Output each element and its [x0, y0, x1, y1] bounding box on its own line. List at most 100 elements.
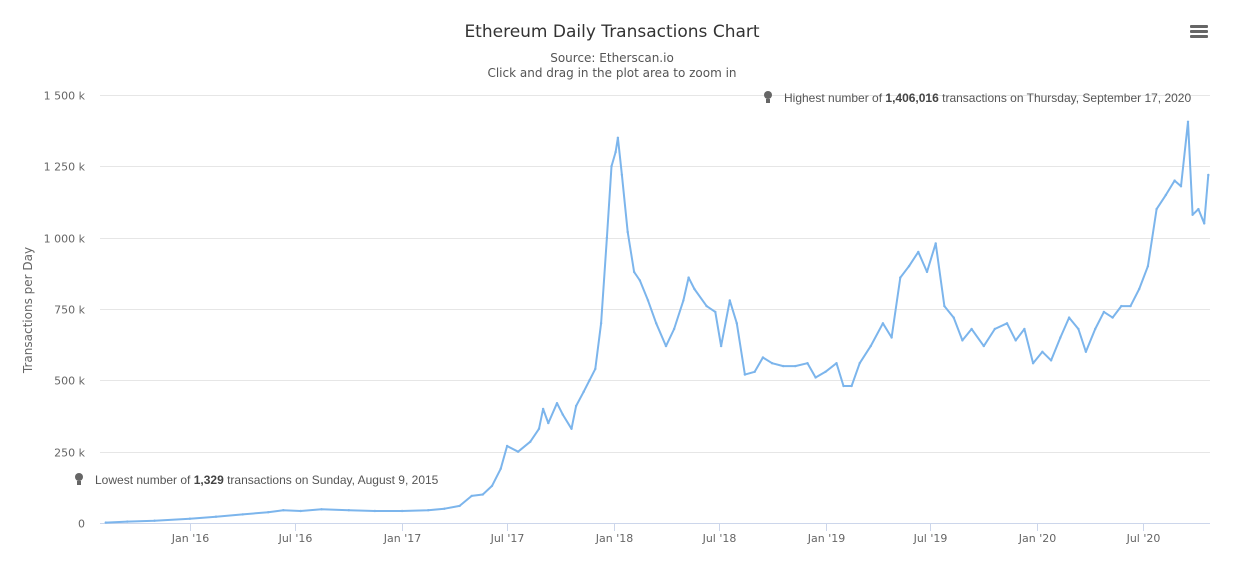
data-point	[614, 150, 617, 154]
data-point	[1067, 316, 1071, 319]
chart-subtitle: Source: Etherscan.io	[550, 51, 674, 65]
data-point	[561, 413, 564, 416]
y-axis-ticks: 0 250 k 500 k 750 k 1 000 k 1 250 k 1 500 k	[44, 90, 86, 531]
min-annotation-text: Lowest number of 1,329 transactions on S…	[95, 473, 439, 487]
data-point	[869, 344, 872, 348]
data-point	[858, 362, 861, 365]
data-point	[770, 362, 774, 365]
data-point	[541, 407, 545, 411]
x-tick-label: Jul '16	[278, 532, 313, 545]
data-point	[1138, 287, 1141, 291]
data-point	[638, 279, 642, 282]
hamburger-menu-icon	[1190, 25, 1208, 38]
data-point	[443, 507, 446, 510]
data-point	[620, 173, 624, 177]
data-point	[267, 511, 270, 514]
data-point	[753, 370, 756, 373]
data-point	[1155, 207, 1158, 211]
data-point	[961, 339, 964, 342]
data-point	[794, 364, 797, 368]
data-point	[952, 316, 955, 319]
data-point	[761, 356, 765, 359]
data-point	[814, 376, 817, 379]
data-point	[714, 310, 717, 314]
data-point	[1111, 316, 1114, 319]
y-axis-title: Transactions per Day	[21, 247, 35, 374]
x-tick-label: Jul '20	[1126, 532, 1161, 545]
data-point	[899, 276, 902, 279]
data-point	[934, 242, 937, 245]
y-tick-label: 750 k	[54, 304, 85, 317]
data-point	[537, 427, 541, 430]
data-point	[1173, 179, 1176, 182]
x-tick-label: Jul '17	[490, 532, 525, 545]
data-point	[693, 287, 696, 291]
data-point	[470, 494, 473, 498]
data-point	[1014, 339, 1017, 342]
data-point	[982, 344, 985, 348]
data-point	[605, 236, 609, 239]
x-tick-label: Jul '18	[702, 532, 737, 545]
data-point	[400, 509, 404, 513]
data-point	[516, 450, 520, 453]
context-menu-button[interactable]	[1184, 20, 1214, 44]
data-point	[1077, 327, 1080, 331]
data-point	[1005, 322, 1009, 325]
data-point	[842, 384, 845, 388]
data-point	[616, 136, 620, 139]
data-point	[719, 344, 723, 348]
data-point	[782, 364, 785, 368]
data-point	[529, 440, 532, 443]
data-point	[458, 504, 461, 508]
data-point	[505, 444, 509, 448]
data-point	[1023, 327, 1026, 331]
data-point	[594, 367, 597, 371]
data-point	[320, 508, 323, 511]
data-point	[427, 509, 430, 512]
x-axis-ticks: Jan '16 Jul '16 Jan '17 Jul '17 Jan '18 Jul '…	[171, 523, 1161, 545]
data-point	[626, 230, 629, 234]
y-tick-label: 500 k	[54, 375, 85, 388]
data-point	[824, 370, 827, 373]
data-point	[555, 402, 559, 405]
data-point	[1094, 327, 1097, 331]
data-point	[682, 299, 685, 302]
x-tick-label: Jan '17	[383, 532, 421, 545]
data-point	[1146, 265, 1150, 268]
plot-area[interactable]	[104, 120, 1210, 524]
data-point	[547, 421, 550, 425]
max-annotation-text: Highest number of 1,406,016 transactions…	[784, 91, 1191, 105]
x-tick-label: Jul '19	[913, 532, 948, 545]
data-point	[1191, 213, 1194, 216]
data-point	[1084, 350, 1088, 353]
data-point	[153, 519, 156, 522]
data-point	[881, 322, 885, 325]
data-point	[1164, 193, 1168, 197]
data-point	[925, 270, 929, 274]
data-point	[299, 509, 302, 513]
data-point	[282, 509, 285, 512]
data-point	[835, 362, 838, 365]
data-point	[610, 165, 613, 168]
data-point	[907, 265, 911, 268]
y-tick-label: 1 000 k	[44, 233, 86, 246]
data-point	[806, 362, 809, 365]
data-point	[632, 270, 636, 274]
data-point	[1102, 310, 1106, 314]
data-point	[1049, 359, 1053, 362]
chart-title: Ethereum Daily Transactions Chart	[464, 22, 759, 42]
data-point	[1129, 304, 1132, 308]
data-point	[481, 493, 484, 496]
data-point	[970, 327, 973, 331]
data-point	[1059, 336, 1062, 339]
data-point	[574, 404, 578, 408]
data-point	[1203, 222, 1206, 225]
data-point	[672, 327, 676, 331]
max-annotation: Highest number of 1,406,016 transactions…	[764, 91, 1191, 105]
data-point	[588, 379, 591, 382]
x-tick-label: Jan '20	[1018, 532, 1056, 545]
data-point	[188, 517, 192, 520]
data-point	[943, 304, 946, 308]
